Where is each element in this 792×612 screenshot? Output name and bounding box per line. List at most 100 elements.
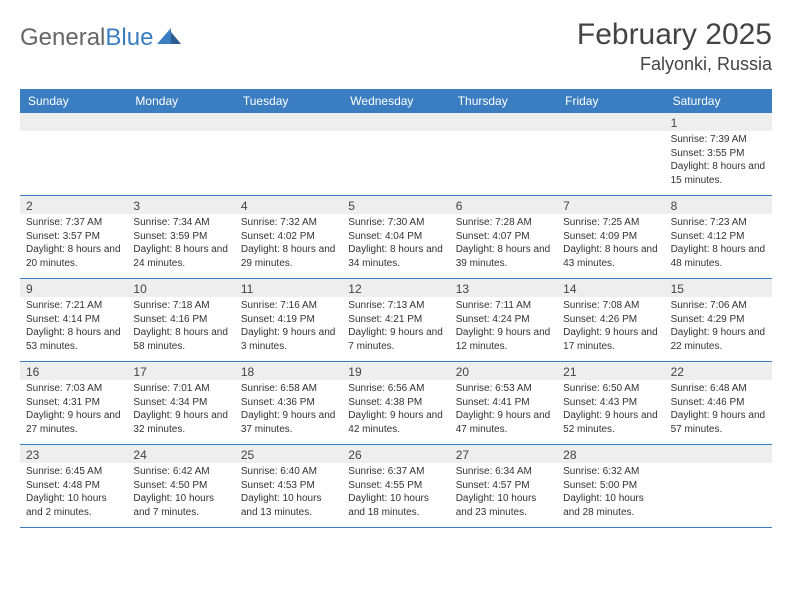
calendar-week: 2Sunrise: 7:37 AMSunset: 3:57 PMDaylight…: [20, 196, 772, 279]
month-title: February 2025: [577, 18, 772, 52]
day-number: 22: [665, 362, 772, 380]
day-number: 11: [235, 279, 342, 297]
sunset-text: Sunset: 4:36 PM: [241, 396, 336, 410]
daylight-text: Daylight: 10 hours and 18 minutes.: [348, 492, 443, 519]
day-number: 16: [20, 362, 127, 380]
cell-body: [450, 131, 557, 191]
sunrise-text: Sunrise: 6:45 AM: [26, 465, 121, 479]
calendar-week: 9Sunrise: 7:21 AMSunset: 4:14 PMDaylight…: [20, 279, 772, 362]
daylight-text: Daylight: 8 hours and 20 minutes.: [26, 243, 121, 270]
day-header: Monday: [127, 89, 234, 113]
calendar-cell: [557, 113, 664, 195]
sunset-text: Sunset: 4:38 PM: [348, 396, 443, 410]
cell-body: Sunrise: 7:28 AMSunset: 4:07 PMDaylight:…: [450, 214, 557, 274]
daylight-text: Daylight: 9 hours and 42 minutes.: [348, 409, 443, 436]
sunrise-text: Sunrise: 6:58 AM: [241, 382, 336, 396]
triangle-icon: [157, 26, 183, 51]
calendar-cell: 15Sunrise: 7:06 AMSunset: 4:29 PMDayligh…: [665, 279, 772, 361]
sunrise-text: Sunrise: 7:16 AM: [241, 299, 336, 313]
sunrise-text: Sunrise: 6:48 AM: [671, 382, 766, 396]
day-number: 25: [235, 445, 342, 463]
day-number: 17: [127, 362, 234, 380]
calendar-cell: [665, 445, 772, 527]
day-number: 1: [665, 113, 772, 131]
cell-body: Sunrise: 7:13 AMSunset: 4:21 PMDaylight:…: [342, 297, 449, 357]
cell-body: Sunrise: 6:34 AMSunset: 4:57 PMDaylight:…: [450, 463, 557, 523]
daylight-text: Daylight: 8 hours and 39 minutes.: [456, 243, 551, 270]
sunset-text: Sunset: 4:43 PM: [563, 396, 658, 410]
sunrise-text: Sunrise: 7:30 AM: [348, 216, 443, 230]
sunrise-text: Sunrise: 7:11 AM: [456, 299, 551, 313]
sunset-text: Sunset: 4:02 PM: [241, 230, 336, 244]
day-number: 23: [20, 445, 127, 463]
day-number: 14: [557, 279, 664, 297]
daylight-text: Daylight: 9 hours and 37 minutes.: [241, 409, 336, 436]
sunrise-text: Sunrise: 6:56 AM: [348, 382, 443, 396]
daylight-text: Daylight: 8 hours and 34 minutes.: [348, 243, 443, 270]
sunset-text: Sunset: 4:04 PM: [348, 230, 443, 244]
daylight-text: Daylight: 9 hours and 47 minutes.: [456, 409, 551, 436]
cell-body: Sunrise: 7:39 AMSunset: 3:55 PMDaylight:…: [665, 131, 772, 191]
cell-body: [665, 463, 772, 523]
calendar-week: 1Sunrise: 7:39 AMSunset: 3:55 PMDaylight…: [20, 113, 772, 196]
calendar-cell: 12Sunrise: 7:13 AMSunset: 4:21 PMDayligh…: [342, 279, 449, 361]
sunrise-text: Sunrise: 6:53 AM: [456, 382, 551, 396]
day-number: 26: [342, 445, 449, 463]
sunrise-text: Sunrise: 7:13 AM: [348, 299, 443, 313]
day-number: [20, 113, 127, 131]
daylight-text: Daylight: 9 hours and 57 minutes.: [671, 409, 766, 436]
sunrise-text: Sunrise: 7:01 AM: [133, 382, 228, 396]
sunrise-text: Sunrise: 7:06 AM: [671, 299, 766, 313]
sunset-text: Sunset: 3:55 PM: [671, 147, 766, 161]
calendar-cell: 4Sunrise: 7:32 AMSunset: 4:02 PMDaylight…: [235, 196, 342, 278]
calendar-cell: 20Sunrise: 6:53 AMSunset: 4:41 PMDayligh…: [450, 362, 557, 444]
day-number: 19: [342, 362, 449, 380]
day-number: [235, 113, 342, 131]
cell-body: Sunrise: 6:58 AMSunset: 4:36 PMDaylight:…: [235, 380, 342, 440]
sunrise-text: Sunrise: 7:34 AM: [133, 216, 228, 230]
location: Falyonki, Russia: [577, 54, 772, 75]
cell-body: Sunrise: 7:25 AMSunset: 4:09 PMDaylight:…: [557, 214, 664, 274]
calendar-cell: 5Sunrise: 7:30 AMSunset: 4:04 PMDaylight…: [342, 196, 449, 278]
sunset-text: Sunset: 4:34 PM: [133, 396, 228, 410]
sunset-text: Sunset: 4:16 PM: [133, 313, 228, 327]
sunset-text: Sunset: 4:31 PM: [26, 396, 121, 410]
day-number: 27: [450, 445, 557, 463]
calendar-cell: 19 Sunrise: 6:56 AMSunset: 4:38 PMDayligh…: [342, 362, 449, 444]
calendar: SundayMondayTuesdayWednesdayThursdayFrid…: [20, 89, 772, 528]
sunrise-text: Sunrise: 7:39 AM: [671, 133, 766, 147]
daylight-text: Daylight: 10 hours and 13 minutes.: [241, 492, 336, 519]
sunset-text: Sunset: 4:14 PM: [26, 313, 121, 327]
sunrise-text: Sunrise: 6:40 AM: [241, 465, 336, 479]
daylight-text: Daylight: 8 hours and 15 minutes.: [671, 160, 766, 187]
calendar-cell: [342, 113, 449, 195]
calendar-cell: 25Sunrise: 6:40 AMSunset: 4:53 PMDayligh…: [235, 445, 342, 527]
day-header: Thursday: [450, 89, 557, 113]
calendar-cell: 26Sunrise: 6:37 AMSunset: 4:55 PMDayligh…: [342, 445, 449, 527]
daylight-text: Daylight: 9 hours and 22 minutes.: [671, 326, 766, 353]
calendar-cell: 23Sunrise: 6:45 AMSunset: 4:48 PMDayligh…: [20, 445, 127, 527]
daylight-text: Daylight: 8 hours and 48 minutes.: [671, 243, 766, 270]
calendar-cell: 27Sunrise: 6:34 AMSunset: 4:57 PMDayligh…: [450, 445, 557, 527]
cell-body: Sunrise: 7:23 AMSunset: 4:12 PMDaylight:…: [665, 214, 772, 274]
sunrise-text: Sunrise: 7:23 AM: [671, 216, 766, 230]
calendar-cell: 11Sunrise: 7:16 AMSunset: 4:19 PMDayligh…: [235, 279, 342, 361]
sunset-text: Sunset: 4:07 PM: [456, 230, 551, 244]
calendar-cell: 13Sunrise: 7:11 AMSunset: 4:24 PMDayligh…: [450, 279, 557, 361]
brand-part2: Blue: [105, 24, 153, 51]
day-header: Sunday: [20, 89, 127, 113]
sunset-text: Sunset: 4:26 PM: [563, 313, 658, 327]
sunset-text: Sunset: 4:09 PM: [563, 230, 658, 244]
day-number: 6: [450, 196, 557, 214]
cell-body: Sunrise: 7:16 AMSunset: 4:19 PMDaylight:…: [235, 297, 342, 357]
day-number: 8: [665, 196, 772, 214]
cell-body: Sunrise: 7:34 AMSunset: 3:59 PMDaylight:…: [127, 214, 234, 274]
cell-body: Sunrise: 6:40 AMSunset: 4:53 PMDaylight:…: [235, 463, 342, 523]
day-number: 4: [235, 196, 342, 214]
day-number: [342, 113, 449, 131]
sunrise-text: Sunrise: 6:34 AM: [456, 465, 551, 479]
sunset-text: Sunset: 4:55 PM: [348, 479, 443, 493]
daylight-text: Daylight: 9 hours and 3 minutes.: [241, 326, 336, 353]
sunset-text: Sunset: 4:41 PM: [456, 396, 551, 410]
brand-logo: GeneralBlue: [20, 24, 183, 52]
